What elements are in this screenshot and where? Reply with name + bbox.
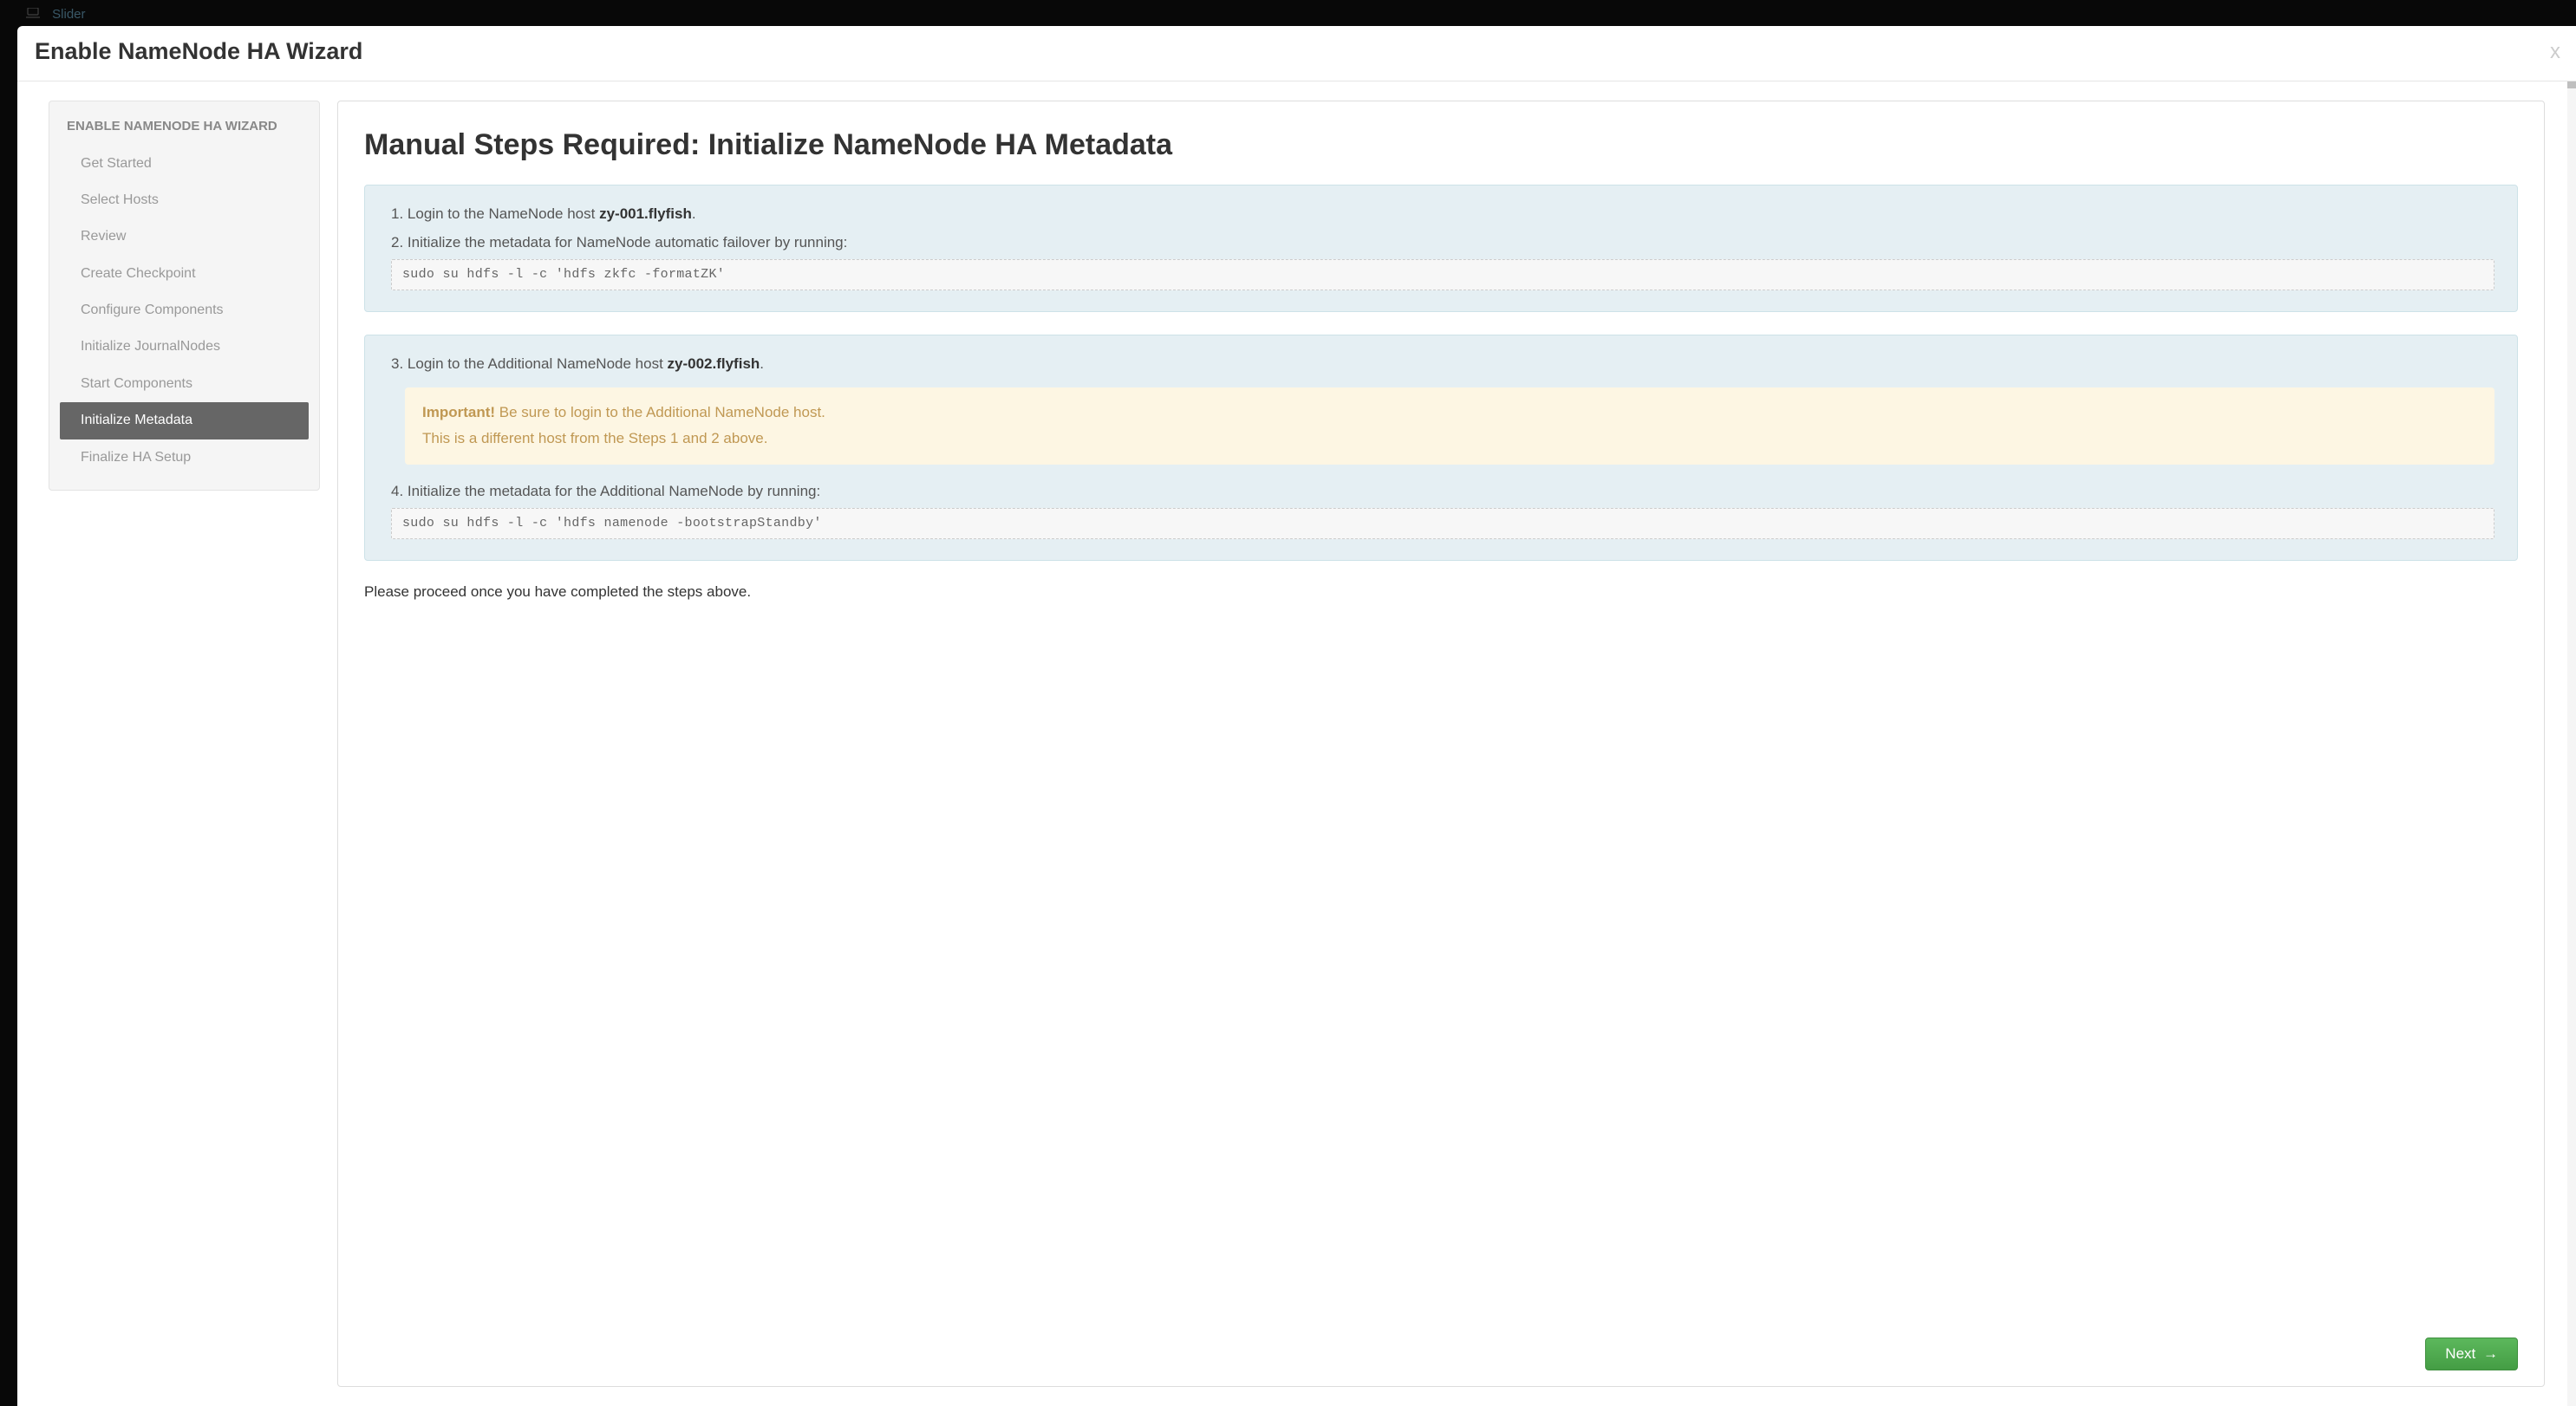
- instruction-step-2: 2. Initialize the metadata for NameNode …: [391, 231, 2494, 290]
- command-box-2: sudo su hdfs -l -c 'hdfs namenode -boots…: [391, 508, 2494, 540]
- step-suffix: .: [760, 355, 764, 372]
- modal-body: ENABLE NAMENODE HA WIZARD Get Started Se…: [17, 81, 2576, 1406]
- step-number: 4.: [391, 483, 403, 499]
- background-nav-item: Slider: [26, 7, 86, 22]
- instruction-block-1: 1. Login to the NameNode host zy-001.fly…: [364, 185, 2518, 313]
- additional-namenode-host: zy-002.flyfish: [668, 355, 760, 372]
- instruction-step-3: 3. Login to the Additional NameNode host…: [391, 353, 2494, 375]
- page-heading: Manual Steps Required: Initialize NameNo…: [364, 126, 2518, 166]
- sidebar-step-select-hosts[interactable]: Select Hosts: [49, 182, 319, 218]
- step-text: Login to the Additional NameNode host: [408, 355, 668, 372]
- warning-line-2: This is a different host from the Steps …: [422, 430, 767, 446]
- modal-title: Enable NameNode HA Wizard: [35, 38, 2559, 65]
- sidebar-step-configure-components[interactable]: Configure Components: [49, 292, 319, 329]
- step-text: Initialize the metadata for the Addition…: [408, 483, 820, 499]
- sidebar-step-start-components[interactable]: Start Components: [49, 366, 319, 402]
- warning-line-1: Be sure to login to the Additional NameN…: [495, 404, 825, 420]
- sidebar-step-create-checkpoint[interactable]: Create Checkpoint: [49, 256, 319, 292]
- step-text: Initialize the metadata for NameNode aut…: [408, 234, 847, 251]
- proceed-text: Please proceed once you have completed t…: [364, 583, 2518, 601]
- sidebar-step-review[interactable]: Review: [49, 218, 319, 255]
- arrow-right-icon: →: [2483, 1345, 2498, 1362]
- sidebar-step-finalize-ha-setup[interactable]: Finalize HA Setup: [49, 439, 319, 476]
- step-number: 1.: [391, 205, 403, 222]
- wizard-sidebar: ENABLE NAMENODE HA WIZARD Get Started Se…: [49, 101, 320, 491]
- background-nav-label: Slider: [52, 7, 85, 22]
- modal-header: Enable NameNode HA Wizard x: [17, 26, 2576, 81]
- namenode-host: zy-001.flyfish: [599, 205, 692, 222]
- command-box-1: sudo su hdfs -l -c 'hdfs zkfc -formatZK': [391, 259, 2494, 291]
- scrollbar[interactable]: [2567, 81, 2576, 1406]
- warning-box: Important! Be sure to login to the Addit…: [405, 387, 2494, 465]
- step-number: 3.: [391, 355, 403, 372]
- warning-label: Important!: [422, 404, 495, 420]
- instruction-step-1: 1. Login to the NameNode host zy-001.fly…: [391, 203, 2494, 225]
- step-text: Login to the NameNode host: [408, 205, 599, 222]
- wizard-modal: Enable NameNode HA Wizard x ENABLE NAMEN…: [17, 26, 2576, 1406]
- sidebar-step-list: Get Started Select Hosts Review Create C…: [49, 146, 319, 477]
- close-icon[interactable]: x: [2550, 42, 2560, 62]
- sidebar-step-get-started[interactable]: Get Started: [49, 146, 319, 182]
- instruction-step-4: 4. Initialize the metadata for the Addit…: [391, 480, 2494, 539]
- sidebar-step-initialize-metadata[interactable]: Initialize Metadata: [60, 402, 309, 439]
- laptop-icon: [26, 7, 40, 22]
- next-button-label: Next: [2445, 1345, 2475, 1362]
- step-suffix: .: [692, 205, 696, 222]
- instruction-block-2: 3. Login to the Additional NameNode host…: [364, 335, 2518, 561]
- sidebar-step-initialize-journalnodes[interactable]: Initialize JournalNodes: [49, 329, 319, 365]
- main-panel: Manual Steps Required: Initialize NameNo…: [337, 101, 2545, 1387]
- next-button[interactable]: Next →: [2425, 1338, 2518, 1370]
- step-number: 2.: [391, 234, 403, 251]
- sidebar-title: ENABLE NAMENODE HA WIZARD: [49, 117, 319, 146]
